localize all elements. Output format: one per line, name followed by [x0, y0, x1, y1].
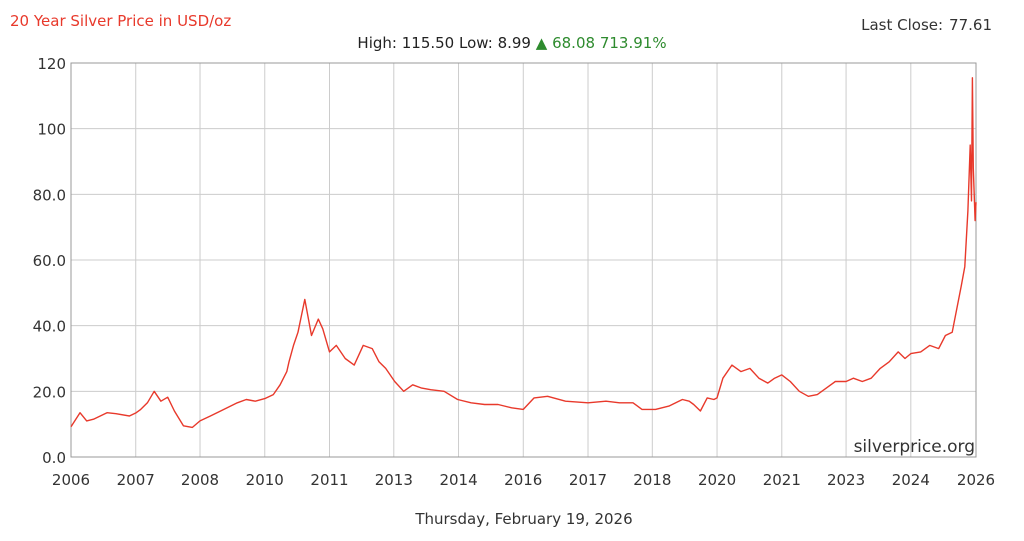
y-tick-label: 40.0: [33, 318, 66, 336]
low-value: 8.99: [497, 34, 531, 52]
x-tick-label: 2013: [375, 471, 413, 489]
y-tick-label: 60.0: [33, 252, 66, 270]
high-label: High:: [357, 34, 397, 52]
price-series-line: [70, 77, 977, 429]
x-tick-label: 2011: [310, 471, 348, 489]
y-tick-label: 0.0: [42, 449, 66, 467]
x-tick-label: 2024: [892, 471, 930, 489]
y-tick-label: 20.0: [33, 383, 66, 401]
chart-date: Thursday, February 19, 2026: [415, 510, 633, 528]
low-label: Low:: [459, 34, 493, 52]
x-tick-label: 2006: [52, 471, 90, 489]
x-tick-label: 2020: [698, 471, 736, 489]
y-tick-label: 80.0: [33, 186, 66, 204]
last-close-label: Last Close:: [861, 16, 944, 34]
x-tick-label: 2014: [439, 471, 477, 489]
high-value: 115.50: [401, 34, 455, 52]
x-tick-label: 2026: [957, 471, 995, 489]
x-tick-label: 2018: [633, 471, 671, 489]
plot-frame: [70, 62, 977, 458]
x-tick-label: 2023: [827, 471, 865, 489]
last-close-value: 77.61: [949, 16, 992, 34]
change-value: 68.08: [552, 34, 596, 52]
x-tick-label: 2016: [504, 471, 542, 489]
price-stats: High: 115.50 Low: 8.99 ▲ 68.08 713.91%: [0, 34, 1024, 52]
change-percent: 713.91%: [599, 34, 667, 52]
y-tick-label: 120: [37, 55, 66, 73]
x-tick-label: 2017: [569, 471, 607, 489]
x-tick-label: 2008: [181, 471, 219, 489]
x-tick-label: 2021: [763, 471, 801, 489]
x-tick-label: 2007: [117, 471, 155, 489]
watermark-text: silverprice.org: [854, 437, 975, 457]
chart-title: 20 Year Silver Price in USD/oz: [10, 12, 232, 30]
change-arrow-icon: ▲: [535, 34, 548, 52]
last-close: Last Close: 77.61: [861, 16, 992, 34]
y-tick-label: 100: [37, 121, 66, 139]
x-tick-label: 2010: [246, 471, 284, 489]
